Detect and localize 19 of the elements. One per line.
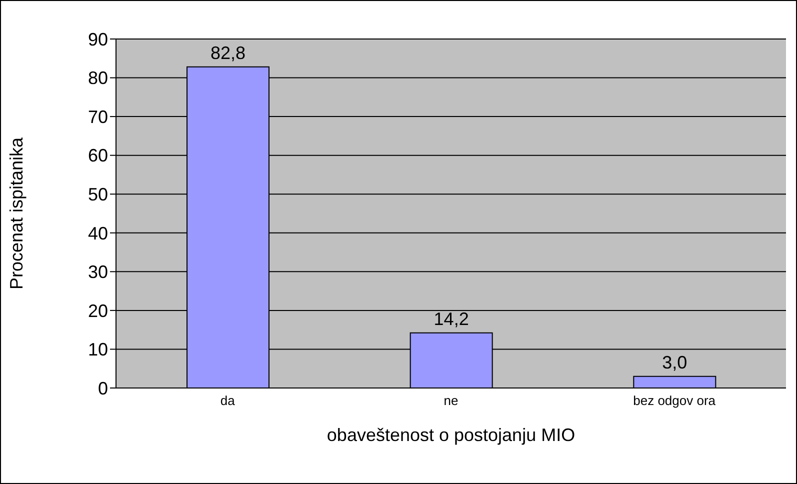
y-axis-title: Procenat ispitanika — [6, 136, 26, 290]
data-label: 82,8 — [210, 42, 246, 63]
x-tick-label: bez odgov ora — [633, 393, 716, 408]
x-tick-label: ne — [444, 393, 458, 408]
x-tick-label: da — [220, 393, 236, 408]
data-label: 3,0 — [662, 352, 688, 372]
data-label: 14,2 — [434, 308, 469, 329]
y-tick-label: 20 — [88, 300, 108, 321]
y-tick-label: 40 — [88, 223, 108, 244]
bar — [633, 376, 716, 388]
y-tick-label: 70 — [88, 106, 108, 127]
x-axis-title: obaveštenost o postojanju MIO — [326, 425, 576, 445]
y-tick-label: 90 — [88, 29, 108, 50]
y-tick-label: 50 — [88, 184, 108, 204]
y-tick-label: 10 — [88, 340, 108, 360]
y-tick-label: 0 — [98, 378, 108, 398]
y-tick-label: 60 — [88, 146, 108, 166]
y-tick-label: 30 — [88, 262, 108, 282]
y-tick-label: 80 — [88, 68, 108, 88]
